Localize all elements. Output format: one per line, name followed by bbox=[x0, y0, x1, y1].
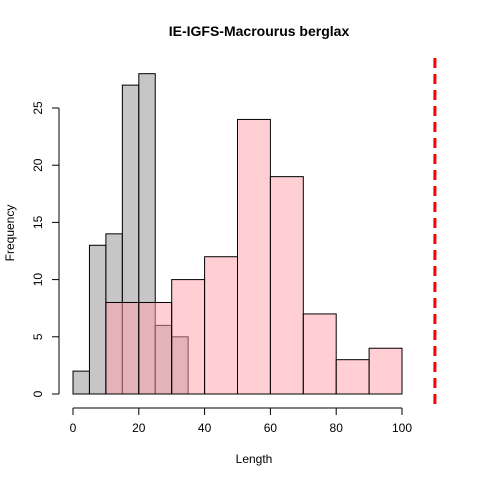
y-tick-label: 10 bbox=[31, 273, 45, 287]
histogram-bar-series-1-bin-1 bbox=[72, 370, 90, 395]
chart-title: IE-IGFS-Macrourus berglax bbox=[169, 23, 350, 39]
histogram-bar-series-2-bin-5 bbox=[237, 118, 271, 395]
histogram-bar-series-2-bin-8 bbox=[335, 359, 370, 395]
y-tick-label: 5 bbox=[31, 333, 45, 340]
histogram-bar-series-1-bin-2 bbox=[88, 244, 107, 395]
y-tick-label: 25 bbox=[31, 101, 45, 115]
y-tick-label: 15 bbox=[31, 215, 45, 229]
axes-layer: 0 20 40 60 80 100 0 5 10 15 20 25 bbox=[31, 101, 412, 435]
histogram-bar-series-2-bin-9 bbox=[368, 347, 403, 395]
x-tick-label: 40 bbox=[198, 421, 212, 435]
bars-layer bbox=[72, 73, 403, 395]
histogram-bar-series-2-bin-7 bbox=[302, 313, 337, 395]
x-tick-label: 80 bbox=[330, 421, 344, 435]
histogram-bar-series-2-bin-2 bbox=[138, 301, 173, 395]
y-axis-label: Frequency bbox=[3, 205, 17, 262]
y-tick-label: 0 bbox=[31, 390, 45, 397]
histogram-bar-series-2-bin-4 bbox=[204, 256, 239, 395]
histogram-bar-series-2-bin-6 bbox=[269, 176, 304, 395]
x-tick-label: 60 bbox=[264, 421, 278, 435]
y-tick-label: 20 bbox=[31, 158, 45, 172]
histogram-bar-series-2-bin-1 bbox=[105, 301, 140, 395]
x-tick-label: 20 bbox=[132, 421, 146, 435]
x-tick-label: 100 bbox=[392, 421, 412, 435]
x-axis-label: Length bbox=[236, 452, 273, 466]
histogram-bar-series-2-bin-3 bbox=[171, 279, 206, 395]
x-tick-label: 0 bbox=[70, 421, 77, 435]
